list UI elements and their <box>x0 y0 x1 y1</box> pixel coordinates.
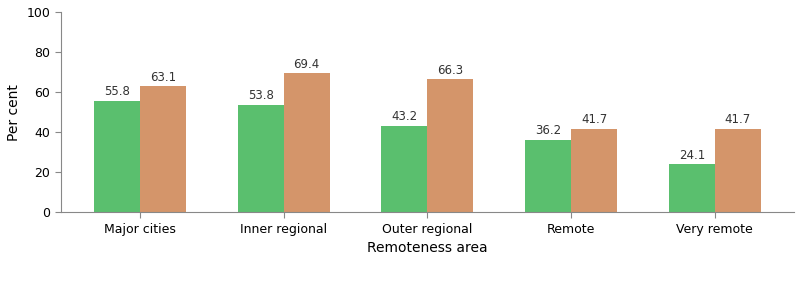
Bar <box>238 104 284 212</box>
Y-axis label: Per cent: Per cent <box>7 84 21 141</box>
Bar <box>284 73 330 212</box>
Bar <box>525 140 571 212</box>
Text: 24.1: 24.1 <box>678 149 705 162</box>
Bar <box>381 126 428 212</box>
Text: 63.1: 63.1 <box>150 71 176 83</box>
Bar <box>571 129 617 212</box>
Bar <box>140 86 186 212</box>
Text: 43.2: 43.2 <box>392 110 417 123</box>
Bar <box>669 164 714 212</box>
Bar <box>714 129 761 212</box>
Bar <box>95 101 140 212</box>
Text: 55.8: 55.8 <box>104 85 130 98</box>
Text: 69.4: 69.4 <box>294 58 320 71</box>
X-axis label: Remoteness area: Remoteness area <box>367 241 488 255</box>
Text: 53.8: 53.8 <box>248 89 274 102</box>
Text: 36.2: 36.2 <box>535 124 562 137</box>
Text: 41.7: 41.7 <box>725 113 751 126</box>
Text: 41.7: 41.7 <box>581 113 607 126</box>
Bar <box>428 79 473 212</box>
Text: 66.3: 66.3 <box>437 64 464 77</box>
